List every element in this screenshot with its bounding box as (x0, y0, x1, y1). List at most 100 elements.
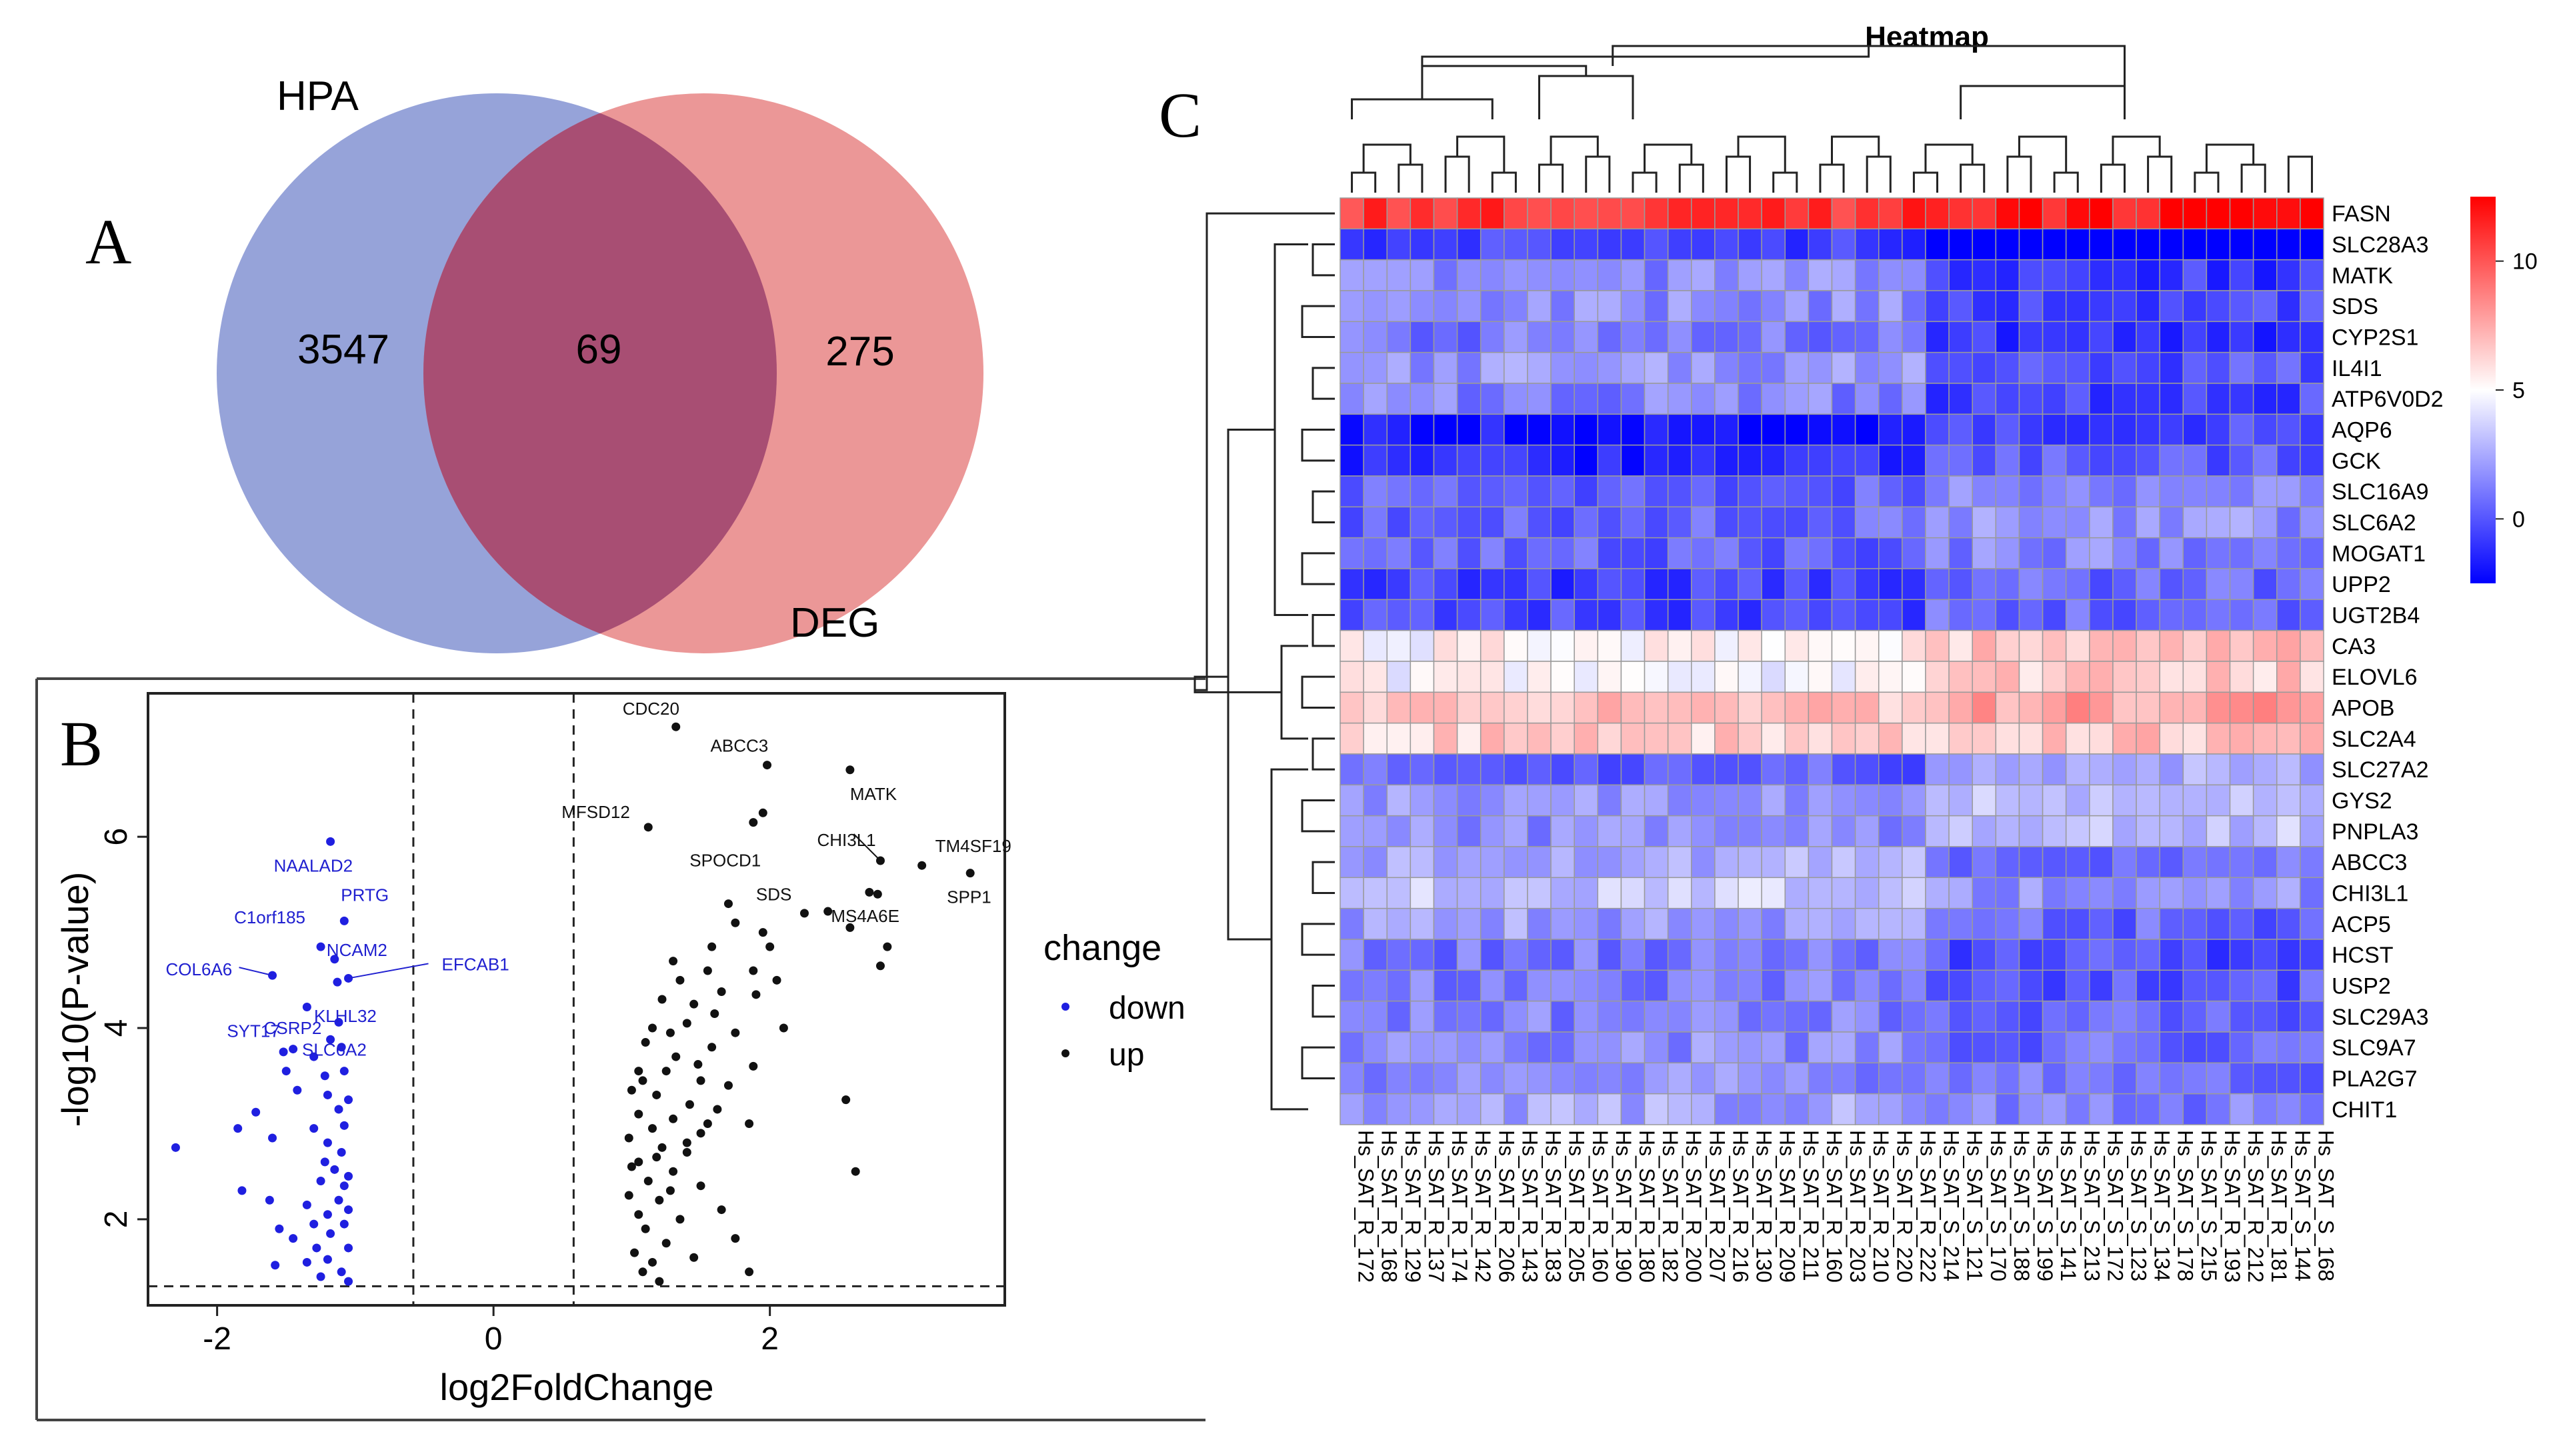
x-tick-label: 0 (485, 1321, 503, 1357)
heatmap-cell (1902, 784, 1926, 817)
heatmap-cell (1831, 321, 1856, 353)
heatmap-cell (1972, 907, 1997, 940)
heatmap-cell (1854, 228, 1880, 261)
heatmap-cell (1340, 784, 1364, 817)
heatmap-cell (1480, 351, 1505, 384)
heatmap-cell (1854, 969, 1880, 1002)
heatmap-cell (1340, 969, 1364, 1002)
heatmap-cell (1714, 1031, 1739, 1064)
dendrogram-link (1912, 171, 1939, 193)
heatmap-cell (1948, 475, 1973, 508)
heatmap-cell (1761, 753, 1786, 786)
heatmap-cell (1597, 228, 1622, 261)
heatmap-row-label: GCK (2332, 449, 2381, 474)
heatmap-cell (2206, 1000, 2231, 1033)
heatmap-cell (1597, 506, 1622, 539)
heatmap-cell (1667, 939, 1692, 971)
heatmap-cell (1504, 228, 1528, 261)
heatmap-cell (2229, 939, 2254, 971)
dendrogram-link (2112, 135, 2161, 165)
heatmap-cell (2276, 599, 2301, 631)
heatmap-cell (1340, 351, 1364, 384)
heatmap-cell (1878, 907, 1903, 940)
heatmap-cell (1761, 351, 1786, 384)
heatmap-cell (1902, 599, 1926, 631)
heatmap-cell (1527, 969, 1552, 1002)
heatmap-cell (2300, 1000, 2324, 1033)
volcano-point-up (689, 999, 699, 1009)
heatmap-cell (1714, 321, 1739, 353)
heatmap-cell (2300, 444, 2324, 477)
heatmap-cell (2042, 753, 2067, 786)
heatmap-cell (1995, 1000, 2020, 1033)
dendrogram-link (1312, 614, 1335, 647)
heatmap-cell (2300, 846, 2324, 879)
heatmap-cell (2229, 1031, 2254, 1064)
heatmap-cell (1340, 1031, 1364, 1064)
heatmap-cell (1925, 228, 1950, 261)
heatmap-cell (1386, 939, 1412, 971)
volcano-point-down (326, 837, 335, 846)
heatmap-cell (1550, 537, 1575, 569)
heatmap-cell (2276, 475, 2301, 508)
heatmap-cell (2300, 537, 2324, 569)
heatmap-column-label: Hs_SAT_R_168 (1378, 1130, 1402, 1283)
heatmap-cell (1925, 351, 1950, 384)
heatmap-cell (1972, 661, 1997, 693)
heatmap-cell (1738, 661, 1762, 693)
heatmap-cell (2136, 1093, 2160, 1125)
heatmap-cell (1480, 1093, 1505, 1125)
heatmap-cell (1902, 444, 1926, 477)
heatmap-cell (2252, 907, 2278, 940)
heatmap-cell (2042, 506, 2067, 539)
heatmap-cell (1644, 907, 1669, 940)
heatmap-column-label: Hs_SAT_R_200 (1682, 1130, 1706, 1283)
heatmap-cell (1854, 351, 1880, 384)
heatmap-cell (2182, 413, 2208, 446)
heatmap-cell (1410, 1062, 1435, 1095)
dendrogram-link (1960, 163, 1986, 193)
heatmap-cell (1363, 1031, 1388, 1064)
heatmap-cell (2112, 907, 2137, 940)
heatmap-cell (1902, 877, 1926, 909)
heatmap-cell (1574, 228, 1599, 261)
heatmap-cell (2206, 599, 2231, 631)
heatmap-cell (2252, 1000, 2278, 1033)
heatmap-cell (1527, 321, 1552, 353)
heatmap-cell (2018, 907, 2044, 940)
heatmap-cell (1504, 413, 1528, 446)
heatmap-cell (1691, 383, 1716, 415)
heatmap-cell (1878, 197, 1903, 230)
heatmap-cell (1714, 568, 1739, 601)
heatmap-cell (2065, 691, 2090, 724)
heatmap-cell (1714, 1093, 1739, 1125)
heatmap-cell (1527, 1000, 1552, 1033)
heatmap-cell (2112, 784, 2137, 817)
heatmap-cell (2252, 846, 2278, 879)
heatmap-cell (2112, 877, 2137, 909)
heatmap-cell (2252, 722, 2278, 755)
heatmap-cell (1504, 877, 1528, 909)
heatmap-cell (2065, 1093, 2090, 1125)
heatmap-cell (1878, 321, 1903, 353)
heatmap-cell (1550, 753, 1575, 786)
volcano-point-up (652, 1090, 661, 1099)
heatmap-cell (1714, 506, 1739, 539)
heatmap-cell (1667, 907, 1692, 940)
heatmap-cell (2018, 691, 2044, 724)
heatmap-column-label: Hs_SAT_S_144 (2290, 1130, 2314, 1281)
heatmap-cell (1714, 290, 1739, 323)
heatmap-cell (1527, 907, 1552, 940)
heatmap-cell (1597, 846, 1622, 879)
heatmap-cell (1878, 444, 1903, 477)
heatmap-cell (1597, 383, 1622, 415)
heatmap-cell (2018, 475, 2044, 508)
heatmap-cell (1363, 753, 1388, 786)
heatmap-cell (1948, 506, 1973, 539)
heatmap-cell (1550, 815, 1575, 847)
heatmap-cell (2136, 815, 2160, 847)
heatmap-cell (1574, 784, 1599, 817)
heatmap-cell (1995, 259, 2020, 291)
heatmap-cell (2089, 383, 2114, 415)
heatmap-cell (1667, 1093, 1692, 1125)
